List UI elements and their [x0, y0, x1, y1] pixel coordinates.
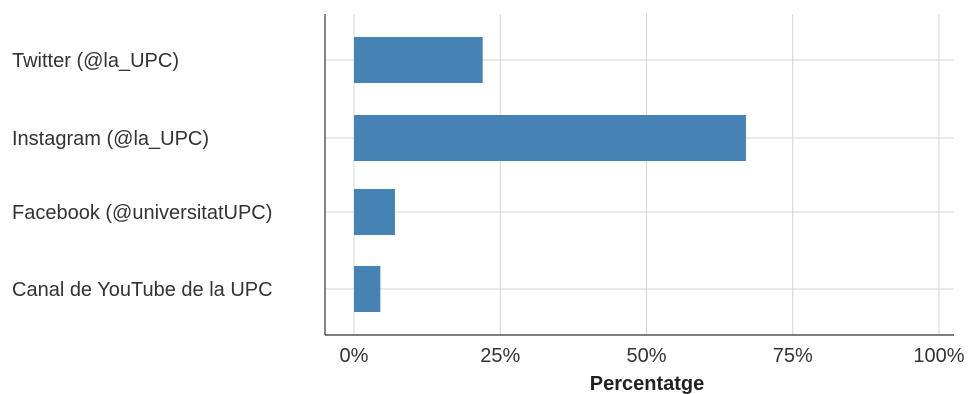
bar	[354, 189, 395, 235]
category-label: Instagram (@la_UPC)	[12, 128, 209, 150]
category-label: Twitter (@la_UPC)	[12, 50, 179, 72]
category-labels: Twitter (@la_UPC) Instagram (@la_UPC) Face…	[12, 50, 273, 301]
x-tick-label: 0%	[340, 345, 369, 367]
bar	[354, 37, 483, 83]
x-tick-label: 25%	[480, 345, 520, 367]
category-label: Facebook (@universitatUPC)	[12, 202, 272, 224]
bar	[354, 266, 381, 312]
x-axis-title: Percentatge	[590, 373, 705, 394]
x-tick-label: 50%	[626, 345, 666, 367]
bars	[354, 37, 746, 312]
x-tick-labels: 0% 25% 50% 75% 100%	[340, 345, 965, 367]
category-label: Canal de YouTube de la UPC	[12, 279, 273, 301]
x-tick-label: 100%	[913, 345, 964, 367]
x-tick-label: 75%	[773, 345, 813, 367]
bar	[354, 115, 746, 161]
